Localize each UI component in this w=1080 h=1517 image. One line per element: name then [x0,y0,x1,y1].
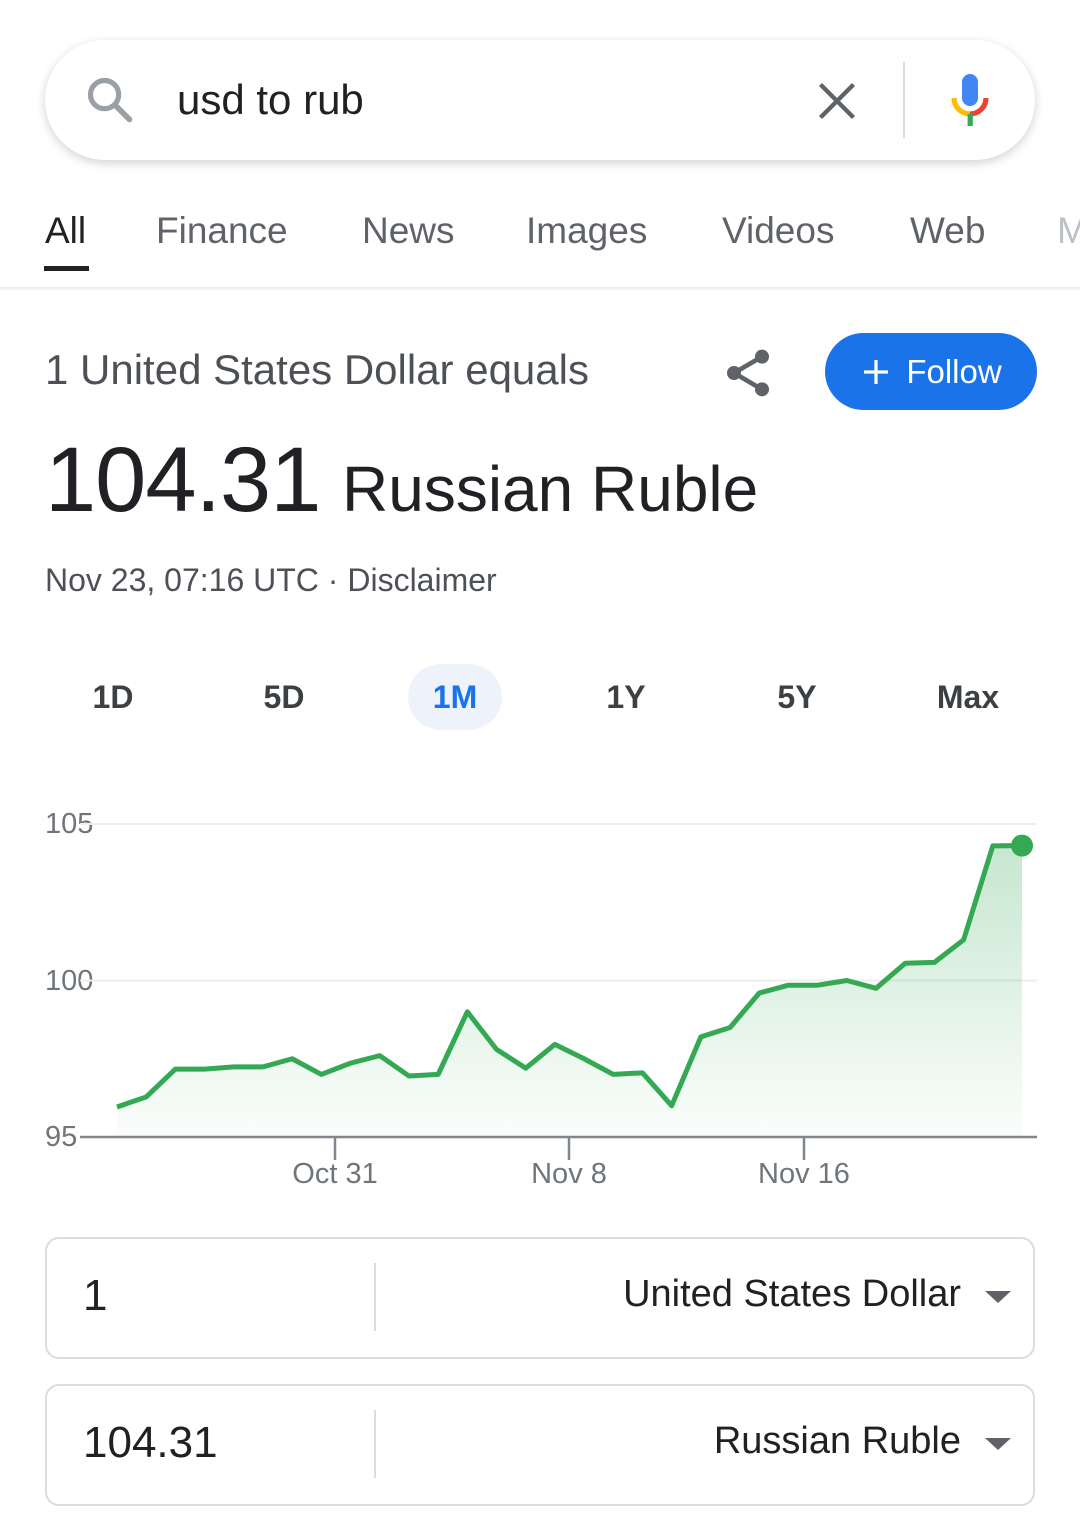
dropdown-arrow-icon[interactable] [985,1438,1011,1450]
y-tick-label: 95 [45,1121,78,1153]
tab-more[interactable]: M [1057,210,1080,251]
search-icon[interactable] [84,74,136,126]
price-chart[interactable] [0,800,1080,1160]
tab-images[interactable]: Images [526,210,648,251]
converter-row-to: 104.31 Russian Ruble [45,1384,1035,1506]
share-icon[interactable] [720,344,776,402]
dropdown-arrow-icon[interactable] [985,1291,1011,1303]
range-1y[interactable]: 1Y [606,678,646,715]
amount-input-from[interactable]: 1 [83,1271,108,1320]
divider [374,1263,376,1331]
tab-videos[interactable]: Videos [722,210,835,251]
active-tab-indicator [44,266,89,271]
exchange-rate-value: 104.31 [45,429,321,531]
follow-label: Follow [906,352,1002,390]
area-fill [117,845,1022,1137]
x-tick-label: Nov 16 [758,1158,850,1190]
range-max[interactable]: Max [936,678,1000,715]
tab-finance[interactable]: Finance [156,210,288,251]
divider [0,287,1080,291]
conversion-label: 1 United States Dollar equals [45,346,589,393]
mic-icon[interactable] [948,72,992,130]
range-1m[interactable]: 1M [408,664,502,730]
timestamp: Nov 23, 07:16 UTC [45,562,319,598]
range-5d[interactable]: 5D [263,678,305,715]
search-tabs: All Finance News Images Videos Web M [0,200,1080,288]
clear-icon[interactable] [815,79,859,123]
currency-select-to[interactable]: Russian Ruble [713,1420,961,1462]
converter-row-from: 1 United States Dollar [45,1237,1035,1359]
disclaimer-link[interactable]: Disclaimer [347,562,497,598]
range-1d[interactable]: 1D [92,678,134,715]
tab-news[interactable]: News [362,210,455,251]
price-line [116,843,1023,1110]
plus-icon [864,359,889,384]
rate-meta: Nov 23, 07:16 UTC · Disclaimer [45,562,497,599]
divider [903,62,905,138]
amount-input-to[interactable]: 104.31 [83,1418,218,1467]
tab-web[interactable]: Web [910,210,986,251]
x-tick-label: Oct 31 [292,1158,378,1190]
target-currency-name: Russian Ruble [342,453,759,525]
currency-select-from[interactable]: United States Dollar [623,1273,961,1315]
range-5y[interactable]: 5Y [777,678,817,715]
search-box[interactable] [45,40,1035,160]
separator: · [318,562,348,598]
tab-all[interactable]: All [45,210,87,251]
follow-button[interactable]: Follow [825,333,1037,410]
search-input[interactable]: usd to rub [177,76,364,123]
current-price-dot [1011,834,1033,857]
divider [374,1410,376,1478]
x-tick-label: Nov 8 [531,1158,607,1190]
